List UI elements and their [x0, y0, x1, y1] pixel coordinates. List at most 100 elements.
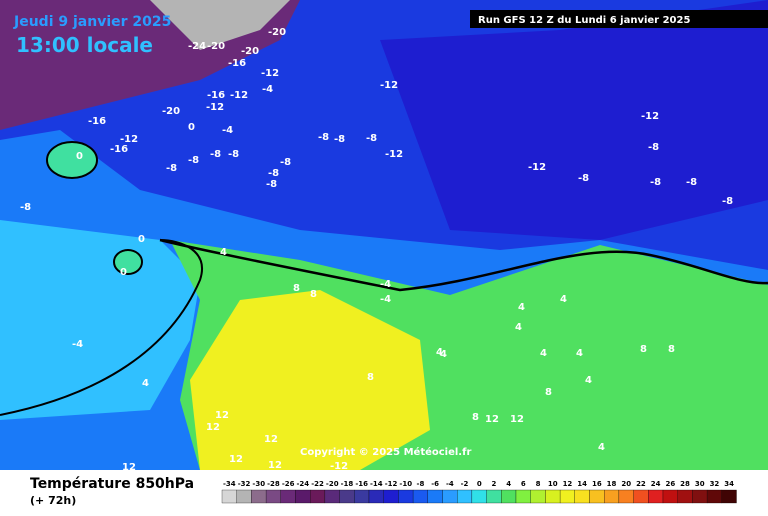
legend-swatch [604, 489, 620, 504]
contour-label: 0 [188, 122, 195, 133]
contour-label: 4 [585, 375, 592, 386]
contour-label: 8 [640, 344, 647, 355]
contour-label: 12 [268, 460, 282, 471]
legend-tick: 34 [724, 480, 734, 488]
legend-swatch [265, 489, 281, 504]
contour-label: -12 [206, 102, 224, 113]
copyright: Copyright © 2025 Météociel.fr [300, 446, 471, 458]
legend-tick: 22 [636, 480, 646, 488]
contour-label: -8 [210, 149, 221, 160]
legend-tick: -2 [461, 480, 469, 488]
contour-label: -8 [268, 168, 279, 179]
contour-label: 8 [545, 387, 552, 398]
contour-label: 4 [220, 247, 227, 258]
contour-label: 8 [293, 283, 300, 294]
contour-label: -12 [528, 162, 546, 173]
contour-label: -20 [162, 106, 180, 117]
legend-tick: 16 [592, 480, 602, 488]
contour-label: -12 [330, 461, 348, 472]
legend-tick: -14 [370, 480, 383, 488]
legend-swatch [574, 489, 590, 504]
legend-tick: 6 [521, 480, 526, 488]
legend-tick: -10 [399, 480, 412, 488]
legend-tick: -20 [326, 480, 339, 488]
legend-swatch [251, 489, 267, 504]
contour-label: 8 [472, 412, 479, 423]
contour-labels: -20-24 -20 -20-16-12-4-16-20-16-12-12-16 -1… [20, 27, 733, 473]
legend-tick: -32 [238, 480, 251, 488]
contour-label: -12 [120, 134, 138, 145]
contour-label: -8 [280, 157, 291, 168]
legend-tick: -28 [267, 480, 280, 488]
contour-label: 4 [440, 349, 447, 360]
contour-label: -12 [230, 90, 248, 101]
contour-label: -24 [188, 41, 206, 52]
contour-label: -4 [72, 339, 83, 350]
legend-swatch [515, 489, 531, 504]
legend-swatch [662, 489, 678, 504]
legend-tick: 12 [563, 480, 573, 488]
contour-label: 4 [518, 302, 525, 313]
contour-label: -12 [641, 111, 659, 122]
legend-swatch [457, 489, 473, 504]
contour-label: -20 [241, 46, 259, 57]
legend-swatch [339, 489, 355, 504]
legend-swatch [368, 489, 384, 504]
contour-label: -16 [110, 144, 128, 155]
legend-tick: 20 [621, 480, 631, 488]
legend-tick: 10 [548, 480, 558, 488]
legend-tick: 8 [536, 480, 541, 488]
cold-pool [380, 0, 768, 240]
legend-tick: -8 [417, 480, 425, 488]
legend-swatch [280, 489, 296, 504]
legend-swatch [706, 489, 722, 504]
contour-label: 12 [485, 414, 499, 425]
forecast-time: 13:00 locale [16, 33, 153, 57]
contour-label: 12 [215, 410, 229, 421]
forecast-date: Jeudi 9 janvier 2025 [13, 14, 171, 30]
legend-tick: 28 [680, 480, 690, 488]
contour-label: 4 [560, 294, 567, 305]
legend-tick: 14 [577, 480, 587, 488]
contour-label: -8 [366, 133, 377, 144]
legend-swatch [677, 489, 693, 504]
contour-label: -8 [266, 179, 277, 190]
footer-lead: (+ 72h) [30, 494, 76, 507]
legend-swatch [648, 489, 664, 504]
contour-label: -12 [385, 149, 403, 160]
legend-swatch [442, 489, 458, 504]
contour-label: -8 [334, 134, 345, 145]
contour-label: 4 [436, 347, 443, 358]
legend-swatch [412, 489, 428, 504]
contour-label: 12 [264, 434, 278, 445]
contour-label: 4 [540, 348, 547, 359]
legend-swatch [398, 489, 414, 504]
contour-label: -4 [262, 84, 273, 95]
greenland-island [46, 141, 98, 179]
legend-swatch [354, 489, 370, 504]
contour-label: -20 [207, 41, 225, 52]
contour-label: -8 [650, 177, 661, 188]
legend-swatch [559, 489, 575, 504]
legend-swatch [324, 489, 340, 504]
contour-label: -4 [222, 125, 233, 136]
contour-label: 4 [142, 378, 149, 389]
legend-swatch [221, 489, 237, 504]
contour-label: -8 [722, 196, 733, 207]
contour-label: 12 [122, 462, 136, 473]
contour-label: -8 [578, 173, 589, 184]
atlantic-mild [0, 220, 200, 420]
contour-label: -8 [188, 155, 199, 166]
island [113, 249, 143, 275]
legend-tick: 2 [492, 480, 497, 488]
subtropical-mass [190, 290, 430, 470]
legend-swatch [310, 489, 326, 504]
legend-swatch [530, 489, 546, 504]
isotherm [0, 239, 203, 416]
contour-label: 0 [76, 151, 83, 162]
legend: -34 -32 -30 -28 -26 -24 -22 -20 -18 -16 -14 -12 -10-… [221, 480, 737, 504]
legend-swatch [471, 489, 487, 504]
legend-swatch [427, 489, 443, 504]
footer-title: Température 850hPa [30, 476, 194, 492]
